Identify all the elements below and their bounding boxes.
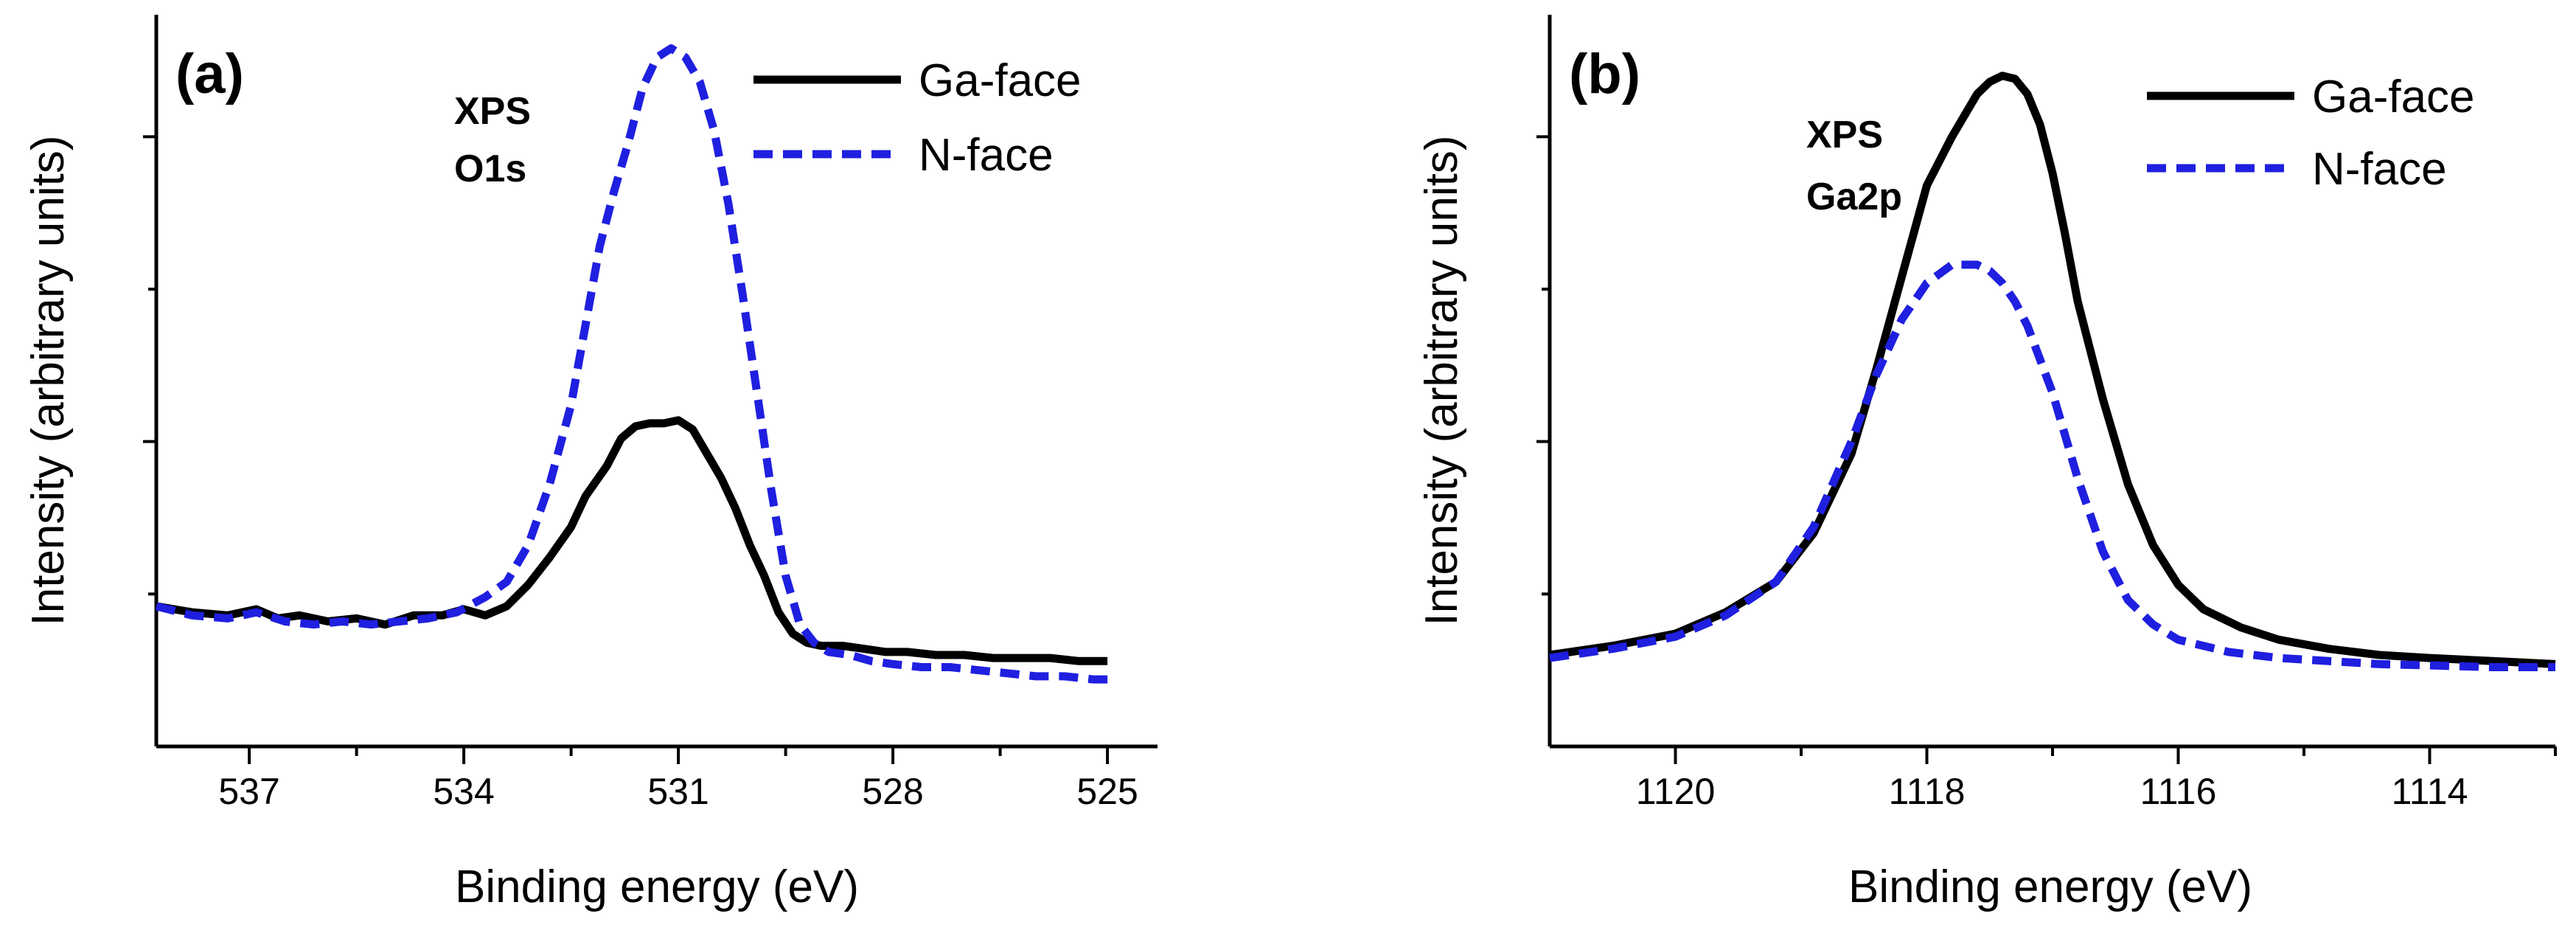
panel-b-label: (b) — [1569, 43, 1640, 105]
panel-a-x-tick-label: 531 — [647, 771, 709, 812]
panel-a-y-axis-title: Intensity (arbitrary units) — [23, 136, 74, 626]
panel-b-annotation-line1: XPS — [1806, 114, 1883, 156]
panel-a-label: (a) — [175, 43, 244, 105]
panel-a-legend-label-n-face: N-face — [919, 130, 1054, 181]
panel-a-x-tick-label: 528 — [862, 771, 923, 812]
panel-b-legend: Ga-face N-face — [2147, 72, 2475, 195]
panel-a-ticks: 537 534 531 528 525 — [143, 135, 1138, 812]
panel-b-y-axis-title: Intensity (arbitrary units) — [1416, 136, 1467, 626]
panel-b-legend-label-ga-face: Ga-face — [2312, 72, 2475, 122]
panel-a-x-tick-label: 534 — [433, 771, 494, 812]
panel-b-x-tick-label: 1118 — [1889, 771, 1966, 812]
panel-b-x-tick-label: 1116 — [2140, 771, 2217, 812]
panel-a-annotation-line2: O1s — [454, 148, 526, 190]
panel-b: 1120 1118 1116 1114 (b) XPS Ga2p Binding en… — [1416, 15, 2557, 912]
panel-b-annotation-line2: Ga2p — [1806, 176, 1902, 218]
panel-a-series-n-face — [155, 44, 1108, 684]
panel-b-ticks: 1120 1118 1116 1114 — [1536, 135, 2557, 812]
panel-b-series-ga-face — [1549, 72, 2556, 668]
panel-a-x-tick-label: 537 — [218, 771, 279, 812]
panel-a-legend: Ga-face N-face — [753, 55, 1082, 181]
panel-b-series-n-face — [1549, 260, 2555, 671]
panel-b-series — [1549, 72, 2556, 671]
panel-a-series-ga-face — [156, 416, 1108, 665]
panel-b-legend-label-n-face: N-face — [2312, 144, 2447, 195]
panel-a: 537 534 531 528 525 (a) XPS O1s Binding ener… — [23, 15, 1158, 912]
panel-b-x-tick-label: 1120 — [1636, 771, 1716, 812]
panel-a-legend-label-ga-face: Ga-face — [919, 55, 1082, 106]
panel-a-series — [155, 44, 1108, 684]
panel-a-x-axis-title: Binding energy (eV) — [455, 862, 859, 912]
panel-a-x-tick-label: 525 — [1076, 771, 1138, 812]
panel-b-x-tick-label: 1114 — [2392, 771, 2468, 812]
panel-a-annotation-line1: XPS — [454, 90, 531, 133]
panel-b-x-axis-title: Binding energy (eV) — [1848, 862, 2252, 912]
